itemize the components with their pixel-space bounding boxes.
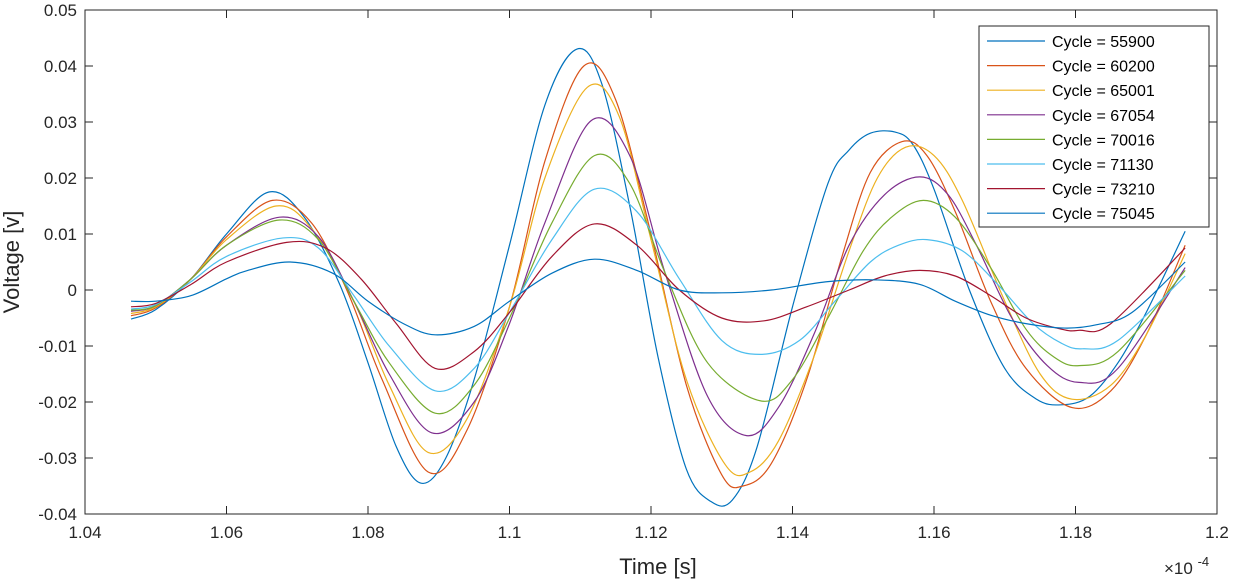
y-tick-label: -0.03 — [38, 449, 77, 468]
x-axis-multiplier-base: ×10 — [1164, 559, 1193, 578]
x-axis-multiplier: ×10 -4 — [1164, 554, 1209, 578]
y-tick-label: 0 — [68, 281, 77, 300]
series-layer — [130, 47, 1186, 507]
series-line-6 — [130, 187, 1186, 393]
y-tick-label: 0.04 — [44, 57, 77, 76]
y-tick-label: 0.03 — [44, 113, 77, 132]
legend-label: Cycle = 75045 — [1052, 206, 1155, 223]
y-tick-label: -0.01 — [38, 337, 77, 356]
legend: Cycle = 55900 Cycle = 60200 Cycle = 65001 C… — [978, 25, 1210, 228]
legend-label: Cycle = 55900 — [1052, 34, 1155, 51]
y-tick-label: -0.04 — [38, 505, 77, 524]
y-axis-label: Voltage [v] — [0, 211, 24, 314]
legend-label: Cycle = 73210 — [1052, 182, 1155, 199]
x-axis-multiplier-exponent: -4 — [1198, 554, 1210, 569]
legend-label: Cycle = 60200 — [1052, 59, 1155, 76]
series-line-7 — [130, 223, 1186, 371]
y-axis: -0.04 -0.03 -0.02 -0.01 0 0.01 0.02 0.03 0.04 0.0… — [38, 1, 1217, 524]
legend-label: Cycle = 70016 — [1052, 132, 1155, 149]
x-tick-label: 1.04 — [68, 523, 101, 542]
x-axis-label: Time [s] — [619, 554, 696, 579]
x-tick-label: 1.06 — [210, 523, 243, 542]
series-line-1 — [130, 47, 1186, 507]
series-line-8 — [130, 258, 1186, 336]
x-axis: 1.04 1.06 1.08 1.1 1.12 1.14 1.16 1.18 1.2 — [68, 10, 1229, 542]
legend-label: Cycle = 71130 — [1052, 157, 1154, 174]
legend-entries: Cycle = 55900 Cycle = 60200 Cycle = 65001 C… — [987, 34, 1155, 223]
x-tick-label: 1.18 — [1059, 523, 1092, 542]
x-tick-label: 1.1 — [498, 523, 522, 542]
y-tick-label: -0.02 — [38, 393, 77, 412]
legend-label: Cycle = 65001 — [1052, 83, 1155, 100]
series-line-5 — [130, 153, 1186, 415]
y-tick-label: 0.01 — [44, 225, 77, 244]
legend-label: Cycle = 67054 — [1052, 108, 1155, 125]
x-tick-label: 1.14 — [776, 523, 809, 542]
x-tick-label: 1.12 — [634, 523, 667, 542]
y-tick-label: 0.05 — [44, 1, 77, 20]
legend-box — [978, 25, 1210, 228]
x-tick-label: 1.2 — [1205, 523, 1229, 542]
y-tick-label: 0.02 — [44, 169, 77, 188]
x-tick-label: 1.16 — [917, 523, 950, 542]
x-tick-label: 1.08 — [351, 523, 384, 542]
